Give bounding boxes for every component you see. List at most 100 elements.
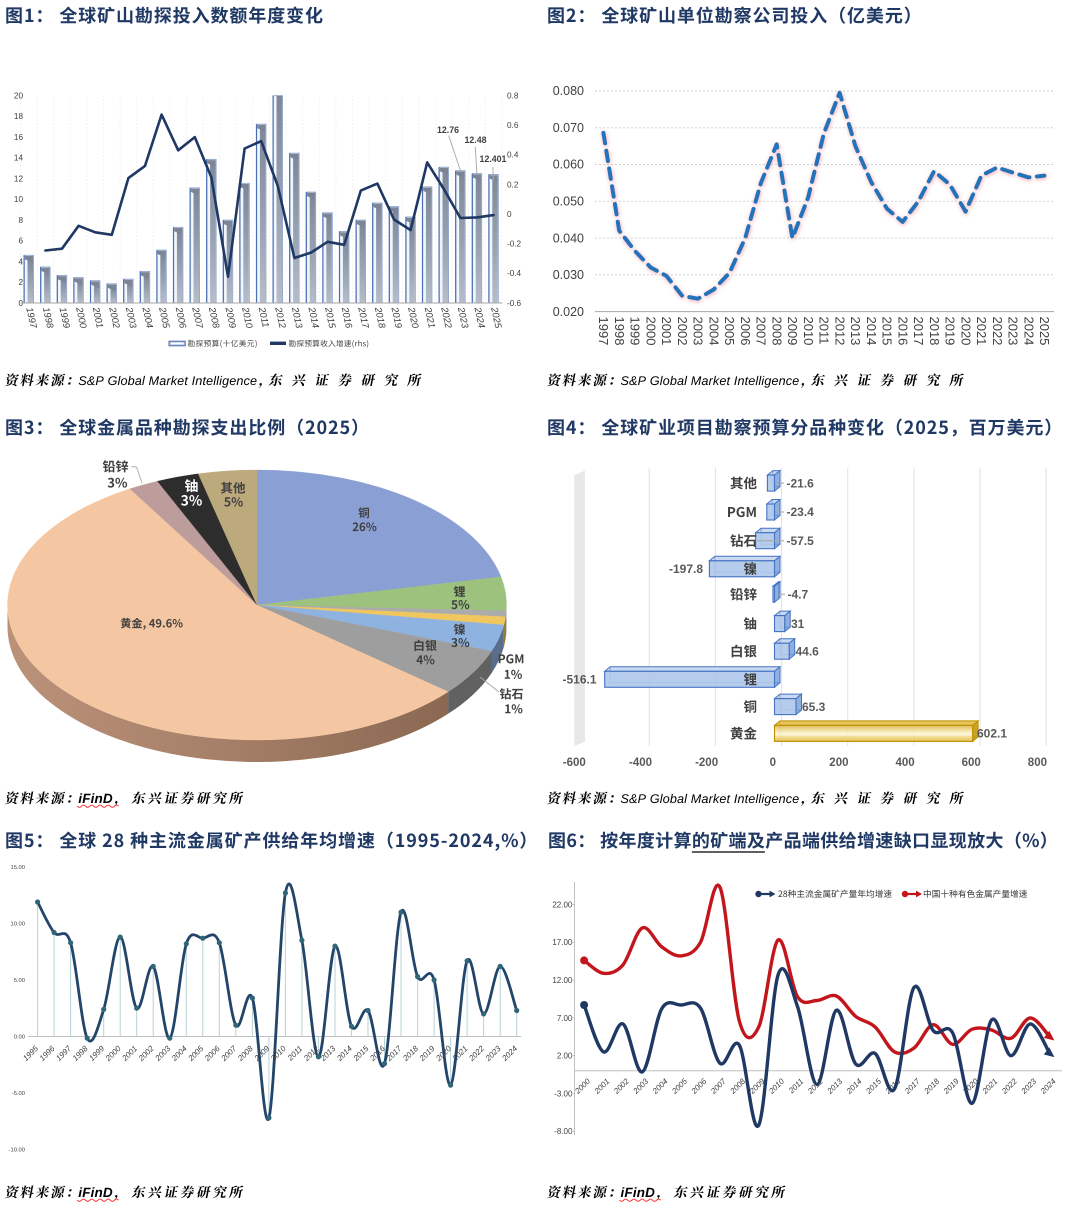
svg-text:2022: 2022 — [438, 305, 454, 330]
svg-text:0.2: 0.2 — [507, 180, 519, 189]
svg-text:2024: 2024 — [1021, 317, 1036, 346]
svg-text:2013: 2013 — [825, 1076, 845, 1096]
svg-text:-4.7: -4.7 — [788, 587, 809, 601]
svg-text:2005: 2005 — [670, 1076, 690, 1096]
svg-text:-23.4: -23.4 — [787, 505, 815, 519]
svg-text:-400: -400 — [629, 757, 652, 769]
svg-text:2006: 2006 — [202, 1044, 222, 1064]
svg-text:2002: 2002 — [136, 1044, 156, 1064]
svg-text:2020: 2020 — [958, 317, 973, 346]
svg-text:44.6: 44.6 — [796, 644, 820, 658]
svg-text:12.76: 12.76 — [437, 125, 459, 135]
svg-text:1997: 1997 — [23, 306, 38, 330]
svg-text:2002: 2002 — [611, 1076, 631, 1096]
svg-text:2010: 2010 — [268, 1044, 288, 1064]
svg-text:2021: 2021 — [422, 305, 437, 329]
svg-text:2002: 2002 — [675, 317, 690, 346]
svg-text:2019: 2019 — [943, 317, 958, 346]
svg-text:2018: 2018 — [922, 1076, 942, 1096]
svg-text:-0.4: -0.4 — [507, 269, 522, 278]
svg-text:2005: 2005 — [722, 317, 737, 346]
svg-text:2017: 2017 — [911, 317, 926, 346]
svg-text:-57.5: -57.5 — [787, 534, 815, 548]
svg-text:20: 20 — [14, 92, 24, 101]
svg-text:1999: 1999 — [87, 1044, 106, 1063]
svg-text:2014: 2014 — [334, 1044, 354, 1064]
svg-text:-8.00: -8.00 — [554, 1127, 573, 1136]
svg-text:2020: 2020 — [405, 305, 421, 330]
svg-text:15.00: 15.00 — [10, 865, 25, 871]
svg-text:2000: 2000 — [644, 317, 659, 346]
svg-text:2010: 2010 — [801, 317, 816, 346]
svg-text:2006: 2006 — [738, 317, 753, 346]
svg-text:8: 8 — [18, 216, 23, 225]
svg-text:2000: 2000 — [103, 1044, 123, 1064]
svg-text:12: 12 — [14, 174, 24, 183]
svg-text:-0.6: -0.6 — [507, 299, 522, 308]
svg-text:2013: 2013 — [289, 305, 305, 330]
svg-text:2004: 2004 — [139, 305, 154, 329]
svg-text:2008: 2008 — [235, 1044, 255, 1064]
svg-text:2009: 2009 — [222, 305, 238, 330]
svg-text:31: 31 — [791, 617, 805, 631]
svg-text:2024: 2024 — [500, 1044, 520, 1064]
svg-text:2008: 2008 — [770, 317, 785, 346]
svg-text:-21.6: -21.6 — [787, 476, 815, 490]
svg-text:1999: 1999 — [57, 306, 72, 330]
svg-text:2007: 2007 — [708, 1076, 728, 1096]
svg-text:2022: 2022 — [467, 1044, 487, 1064]
svg-text:12.401: 12.401 — [480, 154, 507, 164]
svg-text:2012: 2012 — [832, 317, 847, 346]
svg-text:18: 18 — [14, 112, 24, 121]
svg-text:2.00: 2.00 — [557, 1052, 573, 1061]
svg-text:-10.00: -10.00 — [9, 1148, 25, 1154]
svg-text:2019: 2019 — [941, 1076, 961, 1096]
svg-text:4: 4 — [18, 257, 23, 266]
svg-text:12.48: 12.48 — [464, 135, 486, 145]
svg-text:2010: 2010 — [767, 1076, 787, 1096]
svg-text:2004: 2004 — [169, 1044, 189, 1064]
svg-text:1999: 1999 — [628, 317, 643, 346]
svg-text:2011: 2011 — [817, 317, 832, 345]
svg-text:2003: 2003 — [123, 305, 139, 330]
svg-text:2008: 2008 — [728, 1076, 748, 1096]
svg-text:2021: 2021 — [980, 1077, 999, 1096]
svg-text:2011: 2011 — [786, 1077, 805, 1096]
svg-text:2003: 2003 — [631, 1076, 651, 1096]
svg-text:0: 0 — [770, 757, 776, 769]
svg-text:10: 10 — [14, 195, 24, 204]
svg-text:2025: 2025 — [488, 305, 504, 330]
svg-text:0.060: 0.060 — [553, 158, 584, 172]
svg-text:14: 14 — [14, 154, 24, 163]
svg-text:2000: 2000 — [73, 305, 89, 330]
svg-text:22.00: 22.00 — [552, 900, 573, 909]
svg-text:10.00: 10.00 — [10, 922, 25, 928]
svg-text:2013: 2013 — [848, 317, 863, 346]
svg-text:2014: 2014 — [864, 317, 879, 346]
svg-text:2016: 2016 — [339, 305, 355, 330]
svg-text:2001: 2001 — [659, 317, 674, 346]
svg-text:-5.00: -5.00 — [12, 1091, 25, 1097]
svg-text:2002: 2002 — [106, 305, 122, 330]
svg-text:0.4: 0.4 — [507, 151, 519, 160]
svg-text:0.020: 0.020 — [553, 305, 584, 319]
svg-text:2022: 2022 — [999, 1076, 1019, 1096]
svg-text:2025: 2025 — [1037, 317, 1052, 346]
svg-text:2: 2 — [18, 278, 23, 287]
svg-text:1998: 1998 — [40, 306, 55, 330]
svg-text:2016: 2016 — [895, 317, 910, 346]
svg-text:2023: 2023 — [1019, 1076, 1039, 1096]
svg-text:-600: -600 — [563, 757, 586, 769]
svg-text:2008: 2008 — [206, 305, 222, 330]
svg-text:0.050: 0.050 — [553, 195, 584, 209]
svg-text:800: 800 — [1028, 757, 1047, 769]
svg-text:2021: 2021 — [450, 1044, 469, 1063]
svg-text:2019: 2019 — [417, 1044, 437, 1064]
svg-text:-197.8: -197.8 — [669, 562, 703, 576]
svg-text:5.00: 5.00 — [14, 978, 25, 984]
svg-text:2011: 2011 — [285, 1044, 304, 1063]
svg-text:12.00: 12.00 — [552, 976, 573, 985]
svg-text:2007: 2007 — [189, 305, 205, 330]
svg-text:2023: 2023 — [483, 1044, 503, 1064]
svg-text:2006: 2006 — [173, 305, 189, 330]
